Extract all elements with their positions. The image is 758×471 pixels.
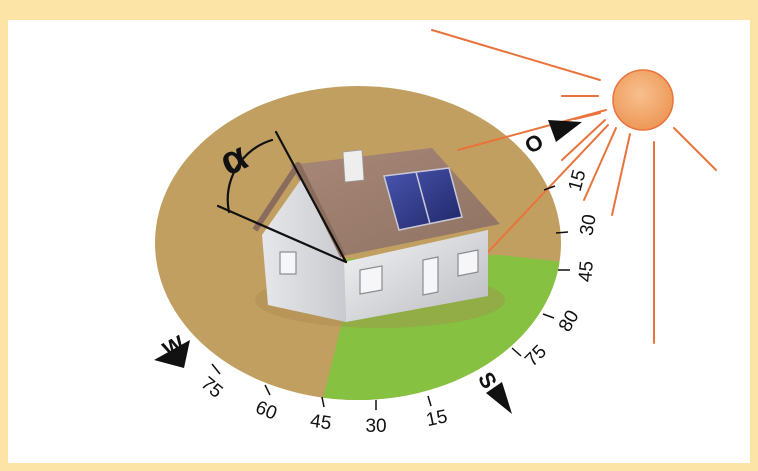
sun-icon [612, 69, 674, 131]
house-chimney [342, 149, 365, 183]
scale-label: 45 [575, 260, 598, 283]
sun-rays [431, 29, 717, 344]
house-gable-wall [262, 178, 346, 322]
east-arrow-icon [548, 120, 582, 142]
house-door [422, 256, 439, 296]
house-window [457, 249, 479, 277]
scale-label: 45 [309, 411, 333, 435]
house-window [359, 265, 383, 295]
west-arrow-icon [154, 340, 190, 368]
scale-label: 30 [576, 213, 600, 237]
south-arrow-icon [486, 382, 512, 414]
house-window [279, 251, 297, 275]
scale-label: 30 [365, 416, 386, 437]
house-icon [252, 148, 500, 322]
angle-construction [216, 130, 348, 264]
house-roof-edge [252, 162, 346, 258]
scale-label: 15 [424, 406, 449, 431]
scale-ticks [211, 185, 570, 410]
house-front-wall [344, 230, 488, 322]
